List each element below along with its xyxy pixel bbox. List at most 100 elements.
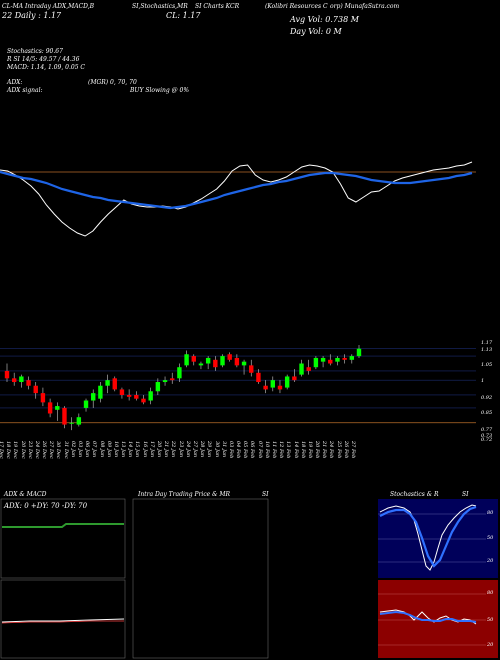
stoch-axis-50: 50 — [487, 535, 494, 541]
candle-up — [313, 357, 319, 368]
candle-up — [349, 356, 355, 360]
adx-macd-title: ADX & MACD — [4, 491, 47, 498]
candle-up — [55, 406, 60, 410]
candle-up — [356, 348, 362, 357]
candle-up — [177, 367, 182, 379]
candle-up — [76, 417, 82, 425]
header-title-mid: SI,Stochastics,MR — [132, 3, 188, 10]
candle-down — [234, 357, 240, 366]
candle-up — [335, 357, 340, 362]
candle-up — [69, 422, 74, 424]
candle-down — [33, 385, 38, 394]
adx-plus-line — [2, 523, 124, 528]
candle-down — [328, 359, 333, 364]
adx-panel — [0, 498, 126, 579]
intraday-title-2: SI — [262, 491, 269, 498]
candle-down — [134, 394, 139, 399]
macd-line — [1, 618, 125, 623]
macd-value: MACD: 1.14, 1.09, 0.05 C — [7, 64, 86, 71]
price-axis-label: 1.17 — [481, 340, 493, 346]
candle-up — [320, 357, 326, 362]
candle-up — [162, 380, 168, 383]
price-axis-label: 1 — [481, 378, 485, 384]
candle-down — [306, 367, 311, 371]
candle-up — [91, 393, 96, 401]
header-daily: 22 Daily : 1.17 — [2, 11, 62, 20]
candle-down — [126, 394, 132, 397]
candle-down — [119, 389, 125, 395]
candle-up — [270, 380, 275, 388]
candle-up — [184, 354, 189, 366]
rsi-axis-20: 20 — [487, 642, 494, 648]
candle-down — [256, 372, 261, 383]
price-axis-label: 1.05 — [481, 362, 493, 368]
stochastics-value: Stochastics: 90.67 — [7, 48, 63, 55]
rsi-blue-line — [379, 610, 477, 623]
candle-up — [19, 376, 24, 383]
stochastics-panel — [378, 499, 498, 578]
rsi-axis-50: 50 — [487, 617, 494, 623]
adx-label: ADX: — [7, 79, 23, 86]
candle-down — [11, 378, 17, 383]
intraday-title: Intra Day Trading Price & MR — [138, 491, 231, 498]
header-title-right: (Kolibri Resources C — [265, 3, 328, 10]
candle-up — [284, 376, 290, 388]
candle-down — [170, 378, 175, 381]
intraday-panel — [132, 498, 269, 659]
candle-down — [227, 354, 232, 360]
rsi-value: R SI 14/5: 49.57 / 44.36 — [7, 56, 80, 63]
header-title-left: CL-MA Intraday ADX,MACD,B — [2, 3, 95, 10]
price-axis-label: 0.92 — [481, 395, 493, 401]
stoch-axis-80: 80 — [487, 510, 494, 516]
candle-up — [205, 357, 211, 364]
candle-down — [26, 380, 31, 386]
candle-down — [62, 407, 67, 425]
candle-down — [263, 385, 268, 390]
candle-up — [241, 361, 247, 366]
header-title-right2: orp) MunafaSutra.com — [330, 3, 400, 10]
candle-down — [292, 376, 297, 381]
price-axis-label: 0.72 — [481, 437, 493, 443]
candle-down — [141, 398, 146, 403]
candle-up — [98, 385, 103, 399]
candle-up — [83, 400, 89, 408]
price-axis-label: 1.13 — [481, 347, 493, 353]
stoch-d-line — [379, 505, 477, 568]
candle-up — [198, 363, 204, 366]
candle-down — [40, 393, 46, 403]
adx-legend: ADX: 0 +DY: 70 -DY: 70 — [4, 502, 88, 510]
avg-volume: Avg Vol: 0.738 M — [290, 15, 359, 24]
day-volume: Day Vol: 0 M — [290, 27, 342, 36]
candle-down — [213, 359, 218, 368]
buy-signal: BUY Slowing @ 0% — [130, 87, 190, 94]
macd-signal-line — [1, 620, 124, 624]
candle-down — [112, 378, 117, 390]
stoch-k-line — [379, 504, 477, 571]
candle-down — [4, 370, 10, 379]
candle-up — [148, 391, 153, 401]
candle-down — [342, 357, 347, 360]
adx-signal-label: ADX signal: — [7, 87, 43, 94]
candle-down — [249, 365, 254, 373]
candle-up — [155, 382, 161, 392]
ma-blue-line — [0, 170, 473, 210]
adx-value: (MGR) 0, 70, 70 — [88, 79, 137, 86]
candle-up — [220, 356, 225, 366]
candle-down — [277, 385, 283, 390]
candle-up — [105, 380, 110, 386]
macd-panel — [0, 579, 126, 659]
header-close: CL: 1.17 — [166, 11, 201, 20]
candle-up — [299, 363, 304, 375]
header-title-mid2: SI Charts KCR — [195, 3, 240, 10]
price-axis-label: 0.77 — [481, 427, 493, 433]
price-chart — [0, 161, 476, 431]
price-axis-label: 0.73 — [481, 433, 493, 439]
stoch-axis-20: 20 — [487, 558, 494, 564]
candle-down — [191, 356, 196, 362]
stoch-rsi-title: Stochastics & R — [390, 491, 439, 498]
candle-down — [47, 402, 53, 414]
rsi-axis-80: 80 — [487, 590, 494, 596]
stoch-rsi-title-2: SI — [462, 491, 469, 498]
